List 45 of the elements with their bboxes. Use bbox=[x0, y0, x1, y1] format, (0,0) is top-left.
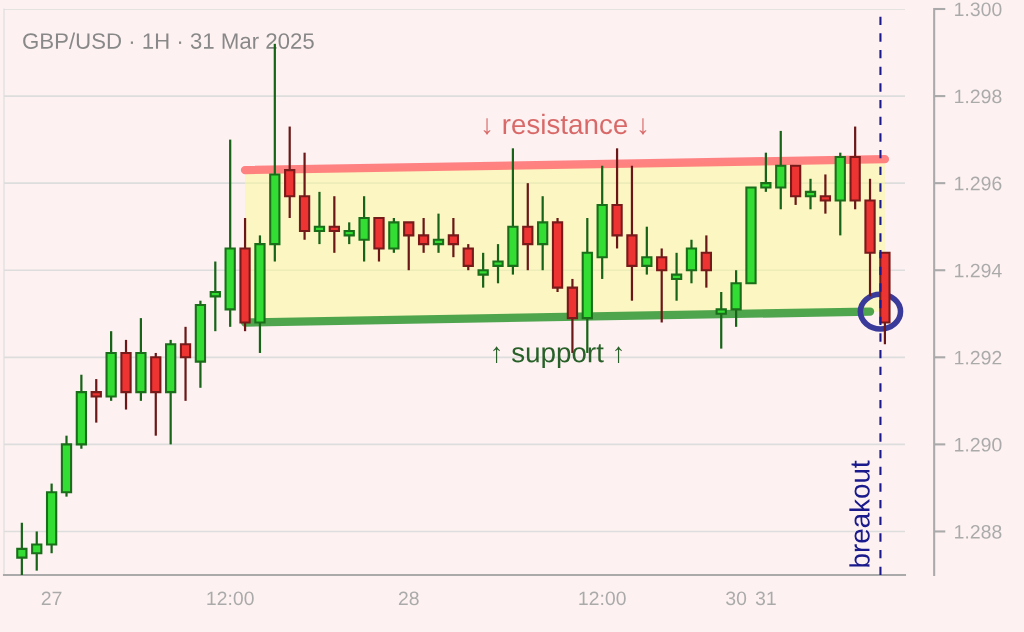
candlestick bbox=[447, 216, 460, 259]
candlestick bbox=[16, 521, 28, 575]
candlestick bbox=[209, 260, 221, 333]
series-label: ↓ resistance ↓ bbox=[483, 113, 647, 135]
candlestick bbox=[760, 151, 772, 193]
candlestick bbox=[179, 325, 192, 402]
candlestick bbox=[462, 243, 474, 272]
x-tick-label: 28 bbox=[398, 591, 419, 606]
candlestick bbox=[477, 251, 489, 289]
x-tick-label: 31 bbox=[755, 591, 776, 606]
candlestick bbox=[641, 225, 653, 276]
candlestick bbox=[775, 129, 787, 211]
y-tick-label: 1.294 bbox=[955, 263, 1002, 278]
candlestick bbox=[31, 530, 43, 572]
candlestick bbox=[432, 212, 445, 254]
candlestick bbox=[819, 173, 832, 215]
y-tick-label: 1.290 bbox=[955, 437, 1002, 452]
candlestick bbox=[670, 251, 683, 302]
candlestick bbox=[313, 190, 326, 246]
y-tick-label: 1.296 bbox=[955, 176, 1002, 191]
candlestick bbox=[417, 216, 430, 254]
candlestick bbox=[343, 221, 355, 246]
x-tick-label: 27 bbox=[41, 591, 62, 606]
candlestick bbox=[715, 290, 727, 350]
candlestick bbox=[804, 177, 817, 211]
y-tick-label: 1.292 bbox=[955, 350, 1002, 365]
candlestick bbox=[90, 377, 102, 424]
candlestick bbox=[656, 247, 668, 324]
text: GBP/USD · 1H · 31 Mar 2025 bbox=[23, 32, 314, 49]
x-tick-label: 30 bbox=[726, 591, 747, 606]
x-tick-label: 12:00 bbox=[207, 591, 254, 606]
y-tick-label: 1.300 bbox=[955, 2, 1002, 17]
candlestick bbox=[328, 195, 340, 254]
candlestick bbox=[492, 243, 504, 285]
series-label: ↑ support ↑ bbox=[493, 344, 622, 368]
y-tick-label: 1.298 bbox=[955, 89, 1002, 104]
candlestick bbox=[358, 195, 370, 263]
candlestick bbox=[537, 195, 549, 272]
candlestick bbox=[522, 182, 534, 272]
annotation: breakout bbox=[849, 460, 870, 567]
candlestick bbox=[685, 238, 698, 285]
candlestick bbox=[700, 234, 712, 289]
candlestick bbox=[403, 221, 415, 272]
y-tick-label: 1.288 bbox=[955, 524, 1002, 539]
x-tick-label: 12:00 bbox=[579, 591, 626, 606]
